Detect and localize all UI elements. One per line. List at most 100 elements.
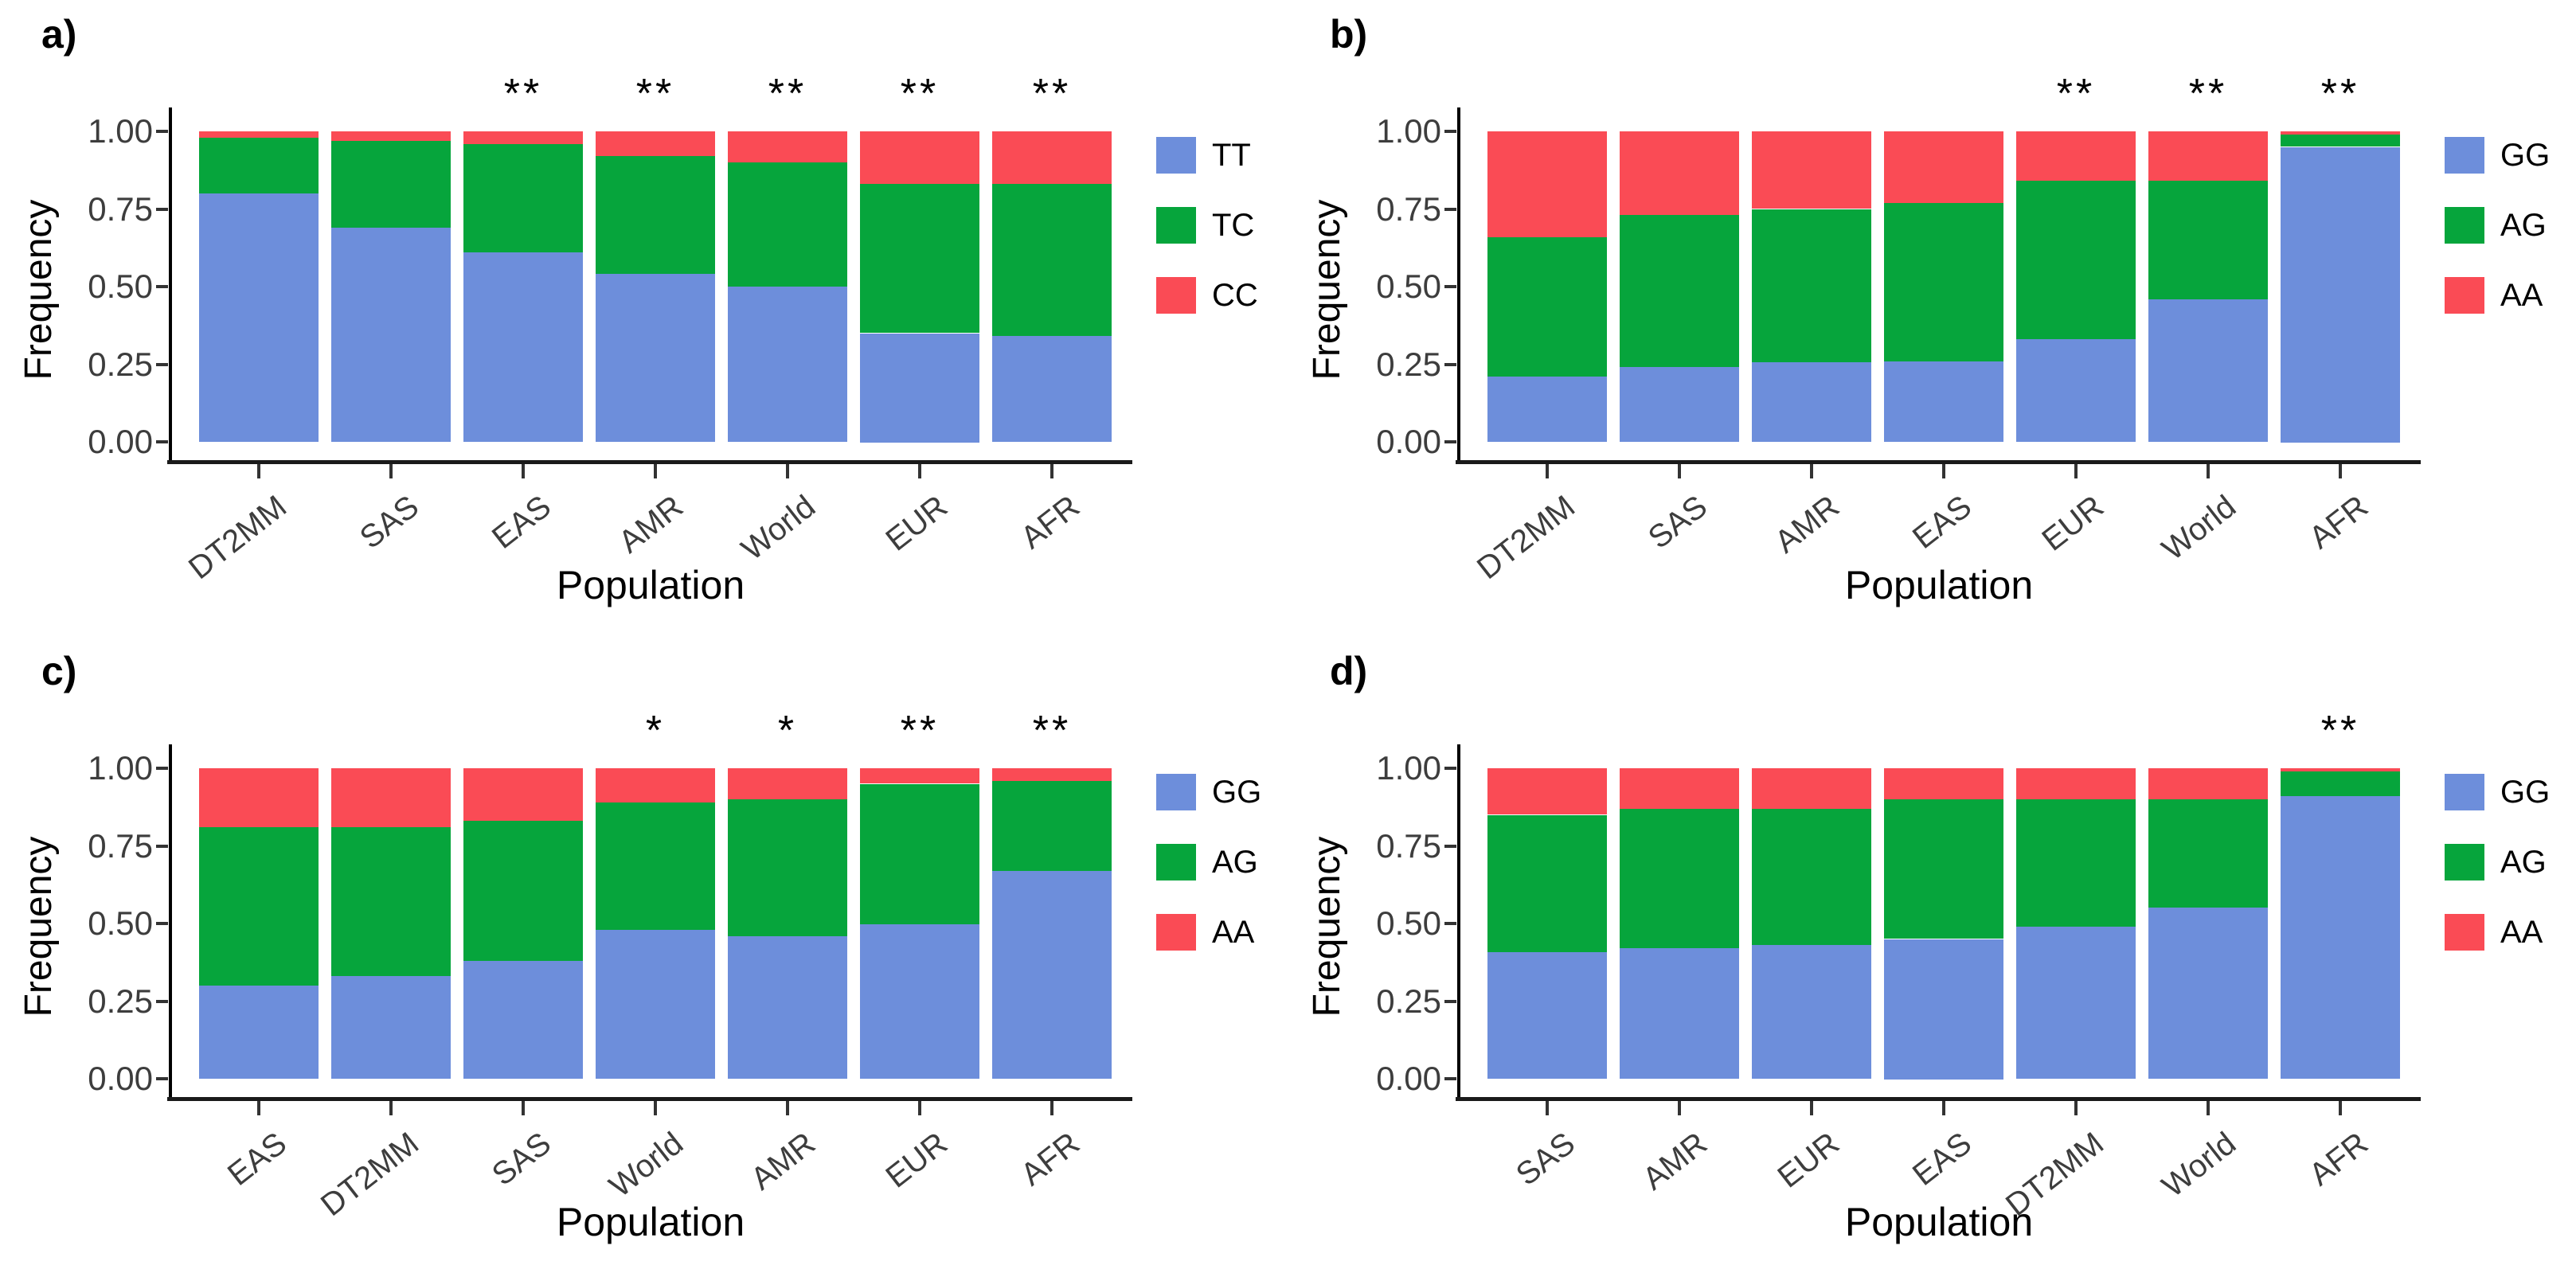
x-axis-line [167, 460, 1132, 464]
bar-segment [860, 923, 979, 1079]
bar-segment [463, 821, 583, 961]
bar-segment [331, 141, 451, 228]
bar-segment [2016, 768, 2136, 799]
y-tick-label: 0.50 [1376, 904, 1441, 942]
legend-swatch [2445, 137, 2484, 174]
bar-segment [860, 784, 979, 924]
x-tick-mark [522, 1101, 525, 1115]
stacked-bar [331, 768, 451, 1079]
bar-segment [1487, 237, 1607, 377]
chart-panel: d) Frequency 1.00 0.75 0.50 0.25 0.00 ** SAS… [1288, 637, 2576, 1269]
bar-segment [1620, 215, 1739, 367]
y-tick-mark [1444, 362, 1456, 366]
x-axis-title: Population [1844, 1200, 2034, 1244]
legend-item: AG [2445, 207, 2550, 244]
stacked-bar [992, 768, 1112, 1079]
x-tick-mark [257, 464, 260, 478]
significance-marker: ** [768, 71, 807, 117]
bar-segment [1487, 815, 1607, 952]
bar-segment [596, 768, 715, 802]
stacked-bar [596, 131, 715, 442]
legend-swatch [1156, 914, 1196, 951]
legend-label: AA [2500, 914, 2543, 950]
stacked-bar [728, 768, 847, 1079]
significance-marker: ** [2320, 71, 2360, 117]
x-tick-mark [389, 1101, 393, 1115]
bar-segment [331, 228, 451, 442]
bar-segment [1487, 377, 1607, 442]
bar-segment [728, 768, 847, 799]
y-tick-label: 0.25 [88, 982, 153, 1020]
x-tick-mark [257, 1101, 260, 1115]
bar-segment [1752, 361, 1871, 442]
bar-segment [2281, 796, 2400, 1079]
bar-segment [463, 768, 583, 821]
bar-segment [2016, 339, 2136, 442]
legend-item: GG [2445, 774, 2550, 810]
x-tick-mark [654, 1101, 657, 1115]
bar-segment [860, 184, 979, 333]
y-tick-mark [156, 922, 168, 925]
bar-segment [860, 131, 979, 184]
stacked-bar [2281, 131, 2400, 443]
legend-label: AA [2500, 277, 2543, 313]
x-tick-mark [654, 464, 657, 478]
bar-segment [2148, 799, 2268, 908]
bar-segment [2148, 181, 2268, 299]
bar-segment [463, 961, 583, 1079]
y-tick-mark [156, 1077, 168, 1080]
bar-segment [1487, 131, 1607, 237]
y-tick-mark [156, 844, 168, 848]
legend-label: GG [1212, 774, 1262, 810]
y-tick-mark [156, 440, 168, 443]
panel-label: d) [1330, 649, 1368, 693]
x-axis-title: Population [1844, 563, 2034, 607]
legend-swatch [1156, 207, 1196, 244]
y-tick-mark [1444, 844, 1456, 848]
bar-segment [596, 802, 715, 930]
y-tick-label: 0.75 [1376, 189, 1441, 228]
stacked-bar [1752, 131, 1871, 442]
bar-segment [2016, 181, 2136, 339]
bar-segment [1620, 809, 1739, 948]
y-tick-mark [156, 130, 168, 133]
bar-segment [199, 131, 319, 138]
legend-swatch [1156, 137, 1196, 174]
legend-label: GG [2500, 774, 2551, 810]
legend-item: TC [1156, 207, 1258, 244]
legend-swatch [1156, 774, 1196, 810]
bar-segment [2281, 131, 2400, 135]
bar-segment [331, 131, 451, 141]
y-tick-mark [156, 362, 168, 366]
chart-panel: a) Frequency 1.00 0.75 0.50 0.25 0.00 ** ** **… [0, 0, 1288, 637]
panel-label: a) [41, 12, 77, 57]
significance-marker: * [777, 708, 798, 754]
legend-label: AG [2500, 844, 2547, 880]
x-tick-mark [786, 1101, 789, 1115]
significance-marker: ** [900, 708, 940, 754]
legend-swatch [2445, 277, 2484, 314]
y-tick-label: 0.25 [1376, 982, 1441, 1020]
bar-segment [992, 131, 1112, 184]
y-tick-label: 0.25 [88, 345, 153, 383]
y-tick-label: 0.00 [1376, 1060, 1441, 1097]
y-tick-mark [1444, 922, 1456, 925]
legend-swatch [2445, 774, 2484, 810]
legend-label: CC [1212, 277, 1258, 313]
y-tick-mark [1444, 207, 1456, 211]
stacked-bar [199, 131, 319, 442]
legend-label: AA [1212, 914, 1255, 950]
stacked-bar [1884, 768, 2003, 1080]
bar-segment [596, 131, 715, 156]
bar-segment [992, 871, 1112, 1079]
x-tick-mark [918, 464, 921, 478]
y-tick-mark [156, 999, 168, 1003]
bar-segment [2281, 135, 2400, 146]
bar-segment [728, 936, 847, 1079]
bar-segment [2281, 768, 2400, 771]
bar-segment [992, 336, 1112, 442]
y-tick-label: 0.00 [88, 1060, 153, 1097]
bar-segment [596, 274, 715, 442]
stacked-bar [2016, 131, 2136, 442]
bar-segment [1487, 768, 1607, 814]
